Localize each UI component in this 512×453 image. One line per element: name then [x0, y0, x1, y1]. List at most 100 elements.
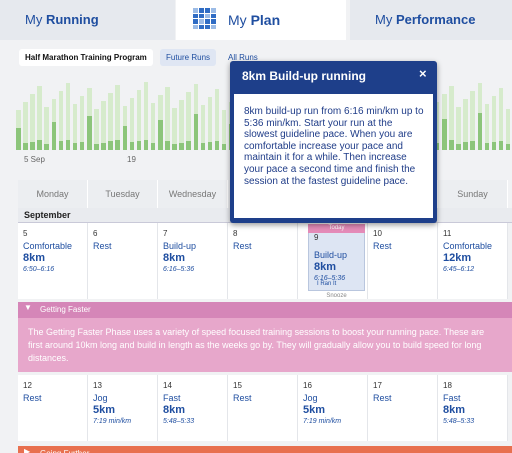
- run-type: Comfortable: [23, 241, 73, 251]
- month: September: [24, 210, 71, 220]
- tab-prefix: My: [228, 12, 247, 28]
- timeline-bar-done: [129, 142, 135, 150]
- filter-button[interactable]: Future Runs: [160, 49, 217, 66]
- timeline-bar-done: [221, 144, 227, 150]
- run-distance: 12km: [443, 252, 472, 264]
- timeline-bar-done: [214, 140, 220, 150]
- day-cell[interactable]: 8 Rest: [228, 223, 298, 299]
- day-cell[interactable]: 13 Jog 5km 7:19 min/km: [88, 375, 158, 441]
- icon-cell: [211, 24, 216, 29]
- run-type: Rest: [93, 241, 112, 251]
- phase-name: Going Further: [40, 449, 89, 453]
- icon-cell: [193, 24, 198, 29]
- timeline-bar: [207, 97, 213, 150]
- timeline-bar-done: [477, 113, 482, 150]
- phase-header: [18, 302, 512, 318]
- timeline-bar: [51, 99, 56, 150]
- icon-cell: [205, 13, 210, 18]
- timeline-bar: [101, 101, 106, 150]
- day-cell[interactable]: 17 Rest: [368, 375, 438, 441]
- timeline-bar-done: [158, 119, 163, 150]
- timeline-bar: [456, 107, 461, 150]
- day-cell[interactable]: 12 Rest: [18, 375, 88, 441]
- day-date: 12: [23, 381, 32, 390]
- timeline-bar-done: [136, 141, 142, 150]
- weekday: Monday: [18, 180, 88, 208]
- timeline-bar: [165, 87, 170, 150]
- day-cell[interactable]: 11 Comfortable 12km 6:45–6:12: [438, 223, 508, 299]
- timeline-bar-done: [101, 142, 106, 150]
- day-cell[interactable]: 15 Rest: [228, 375, 298, 441]
- timeline-bar-done: [87, 115, 92, 150]
- tab[interactable]: My Plan: [176, 0, 346, 40]
- timeline-bar: [214, 89, 220, 150]
- timeline-bar-done: [179, 142, 184, 150]
- popup-title: 8km Build-up running: [242, 69, 366, 83]
- tab[interactable]: My Running: [0, 0, 175, 40]
- timeline-bar: [193, 84, 198, 150]
- snooze-button[interactable]: Snooze: [326, 293, 347, 299]
- day-cell[interactable]: Today 9 Build-up 8km 6:16–5:36 I Ran It Snooze: [298, 223, 368, 299]
- day-date: 11: [443, 229, 452, 238]
- run-pace: 6:16–5:36: [314, 275, 346, 282]
- phase-arrow: ▶: [24, 447, 31, 453]
- timeline-bar: [23, 102, 28, 150]
- run-distance: 8km: [23, 252, 46, 264]
- timeline-bar-done: [143, 139, 149, 150]
- phase-description: The Getting Faster Phase uses a variety …: [28, 327, 485, 363]
- ran-it-button[interactable]: I Ran It: [317, 281, 337, 287]
- weekday: Wednesday: [158, 180, 228, 208]
- popup-close[interactable]: ×: [419, 66, 427, 81]
- timeline-bar-done: [108, 141, 113, 150]
- run-type: Jog: [303, 393, 318, 403]
- day-cell[interactable]: 16 Jog 5km 7:19 min/km: [298, 375, 368, 441]
- timeline-bar: [434, 102, 440, 150]
- run-type: Fast: [443, 393, 461, 403]
- run-distance: 5km: [93, 404, 116, 416]
- day-cell[interactable]: 6 Rest: [88, 223, 158, 299]
- timeline-label: 5 Sep: [24, 155, 45, 164]
- timeline-bar: [463, 99, 468, 150]
- timeline-bar: [65, 83, 71, 150]
- day-date: 7: [163, 229, 168, 238]
- day-cell[interactable]: 7 Build-up 8km 6:16–5:36: [158, 223, 228, 299]
- today-badge: Today: [308, 224, 365, 233]
- weekday: Tuesday: [88, 180, 158, 208]
- timeline-bar: [16, 110, 21, 150]
- tab[interactable]: My Performance: [350, 0, 512, 40]
- timeline-bar: [221, 110, 227, 150]
- timeline-bar-done: [449, 140, 454, 150]
- timeline-bar-done: [484, 143, 490, 150]
- timeline-bar: [37, 86, 42, 150]
- day-cell[interactable]: 14 Fast 8km 5:48–5:33: [158, 375, 228, 441]
- timeline-bar: [129, 98, 135, 150]
- timeline-bar: [477, 83, 482, 150]
- icon-cell: [193, 19, 198, 24]
- run-distance: 8km: [314, 261, 337, 273]
- filter-button[interactable]: All Runs: [228, 53, 258, 62]
- day-cell[interactable]: 18 Fast 8km 5:48–5:33: [438, 375, 508, 441]
- timeline-bar-done: [23, 142, 28, 150]
- timeline-bar-done: [456, 143, 461, 150]
- timeline-bar: [72, 104, 78, 150]
- timeline-bar-done: [16, 128, 21, 150]
- timeline-bar: [115, 85, 120, 150]
- day-date: 9: [314, 233, 319, 242]
- day-cell[interactable]: 10 Rest: [368, 223, 438, 299]
- run-distance: 8km: [443, 404, 466, 416]
- program-button[interactable]: Half Marathon Training Program: [19, 49, 153, 66]
- run-type: Jog: [93, 393, 108, 403]
- timeline-bar: [150, 103, 156, 150]
- timeline-bar: [58, 91, 64, 150]
- timeline-bar-done: [434, 142, 440, 150]
- run-distance: 8km: [163, 404, 186, 416]
- icon-cell: [199, 13, 204, 18]
- day-cell[interactable]: 5 Comfortable 8km 6:50–6:16: [18, 223, 88, 299]
- day-date: 8: [233, 229, 238, 238]
- run-type: Rest: [23, 393, 42, 403]
- timeline-bar-done: [72, 143, 78, 150]
- day-date: 17: [373, 381, 382, 390]
- run-type: Fast: [163, 393, 181, 403]
- timeline-bar: [136, 90, 142, 150]
- timeline-bar: [491, 96, 497, 150]
